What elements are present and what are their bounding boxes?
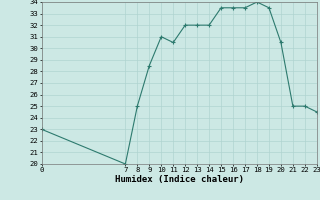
X-axis label: Humidex (Indice chaleur): Humidex (Indice chaleur): [115, 175, 244, 184]
